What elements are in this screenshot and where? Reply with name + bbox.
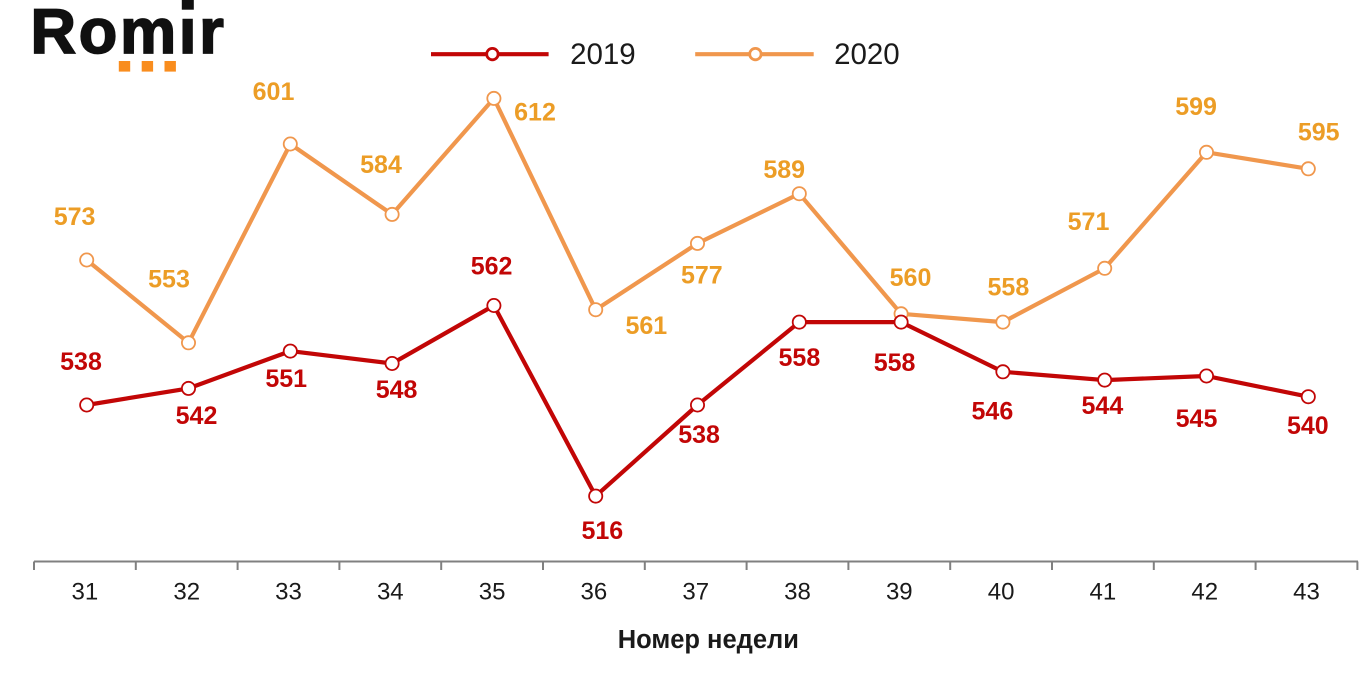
svg-text:40: 40 — [988, 579, 1015, 606]
svg-text:Номер недели: Номер недели — [618, 626, 799, 654]
svg-text:39: 39 — [886, 579, 913, 606]
svg-text:577: 577 — [681, 262, 723, 290]
svg-text:33: 33 — [275, 579, 302, 606]
svg-text:558: 558 — [779, 344, 821, 372]
svg-text:612: 612 — [514, 99, 556, 127]
svg-text:595: 595 — [1298, 119, 1340, 147]
svg-text:548: 548 — [376, 376, 418, 404]
svg-text:560: 560 — [890, 264, 932, 292]
svg-text:551: 551 — [265, 365, 307, 393]
svg-text:544: 544 — [1082, 392, 1124, 420]
svg-text:545: 545 — [1176, 405, 1218, 433]
svg-text:43: 43 — [1293, 579, 1320, 606]
svg-text:584: 584 — [360, 151, 402, 179]
svg-text:553: 553 — [148, 266, 190, 294]
svg-text:31: 31 — [72, 579, 99, 606]
svg-text:599: 599 — [1175, 93, 1217, 121]
svg-text:573: 573 — [54, 203, 96, 231]
svg-text:571: 571 — [1068, 208, 1110, 236]
svg-text:538: 538 — [60, 348, 102, 376]
svg-text:562: 562 — [471, 253, 513, 281]
svg-text:37: 37 — [682, 579, 709, 606]
svg-text:542: 542 — [176, 402, 218, 430]
svg-text:41: 41 — [1090, 579, 1117, 606]
svg-text:Romır: Romır — [31, 0, 227, 67]
svg-text:2020: 2020 — [834, 38, 900, 71]
svg-text:2019: 2019 — [570, 38, 636, 71]
svg-text:38: 38 — [784, 579, 811, 606]
svg-text:561: 561 — [625, 312, 667, 340]
svg-text:540: 540 — [1287, 412, 1329, 440]
svg-text:546: 546 — [972, 398, 1014, 426]
svg-text:601: 601 — [253, 78, 295, 106]
svg-text:42: 42 — [1191, 579, 1218, 606]
svg-text:32: 32 — [173, 579, 200, 606]
svg-text:35: 35 — [479, 579, 506, 606]
svg-text:34: 34 — [377, 579, 404, 606]
svg-text:558: 558 — [988, 274, 1030, 302]
svg-text:589: 589 — [763, 156, 805, 184]
svg-text:516: 516 — [581, 517, 623, 545]
svg-text:558: 558 — [874, 349, 916, 377]
svg-text:538: 538 — [678, 421, 720, 449]
svg-text:36: 36 — [581, 579, 608, 606]
